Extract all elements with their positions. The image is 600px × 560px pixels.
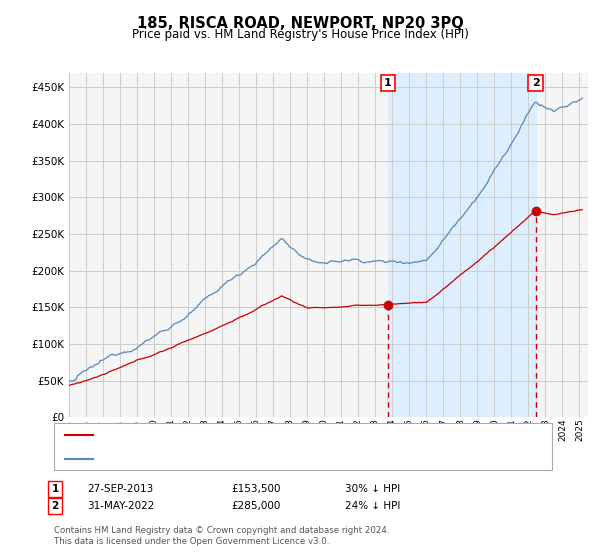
Text: Contains HM Land Registry data © Crown copyright and database right 2024.
This d: Contains HM Land Registry data © Crown c… [54,526,389,546]
Text: 185, RISCA ROAD, NEWPORT, NP20 3PQ: 185, RISCA ROAD, NEWPORT, NP20 3PQ [137,16,463,31]
Text: 31-MAY-2022: 31-MAY-2022 [87,501,154,511]
Text: 185, RISCA ROAD, NEWPORT, NP20 3PQ (detached house): 185, RISCA ROAD, NEWPORT, NP20 3PQ (deta… [97,430,400,440]
Text: Price paid vs. HM Land Registry's House Price Index (HPI): Price paid vs. HM Land Registry's House … [131,28,469,41]
Text: 1: 1 [52,484,59,494]
Text: HPI: Average price, detached house, Newport: HPI: Average price, detached house, Newp… [97,454,334,464]
Text: £153,500: £153,500 [231,484,281,494]
Text: 2: 2 [52,501,59,511]
Text: 30% ↓ HPI: 30% ↓ HPI [345,484,400,494]
Bar [388,73,536,417]
Text: 2: 2 [532,78,539,88]
Text: £285,000: £285,000 [231,501,280,511]
Text: 24% ↓ HPI: 24% ↓ HPI [345,501,400,511]
Text: 27-SEP-2013: 27-SEP-2013 [87,484,153,494]
Text: 1: 1 [384,78,392,88]
